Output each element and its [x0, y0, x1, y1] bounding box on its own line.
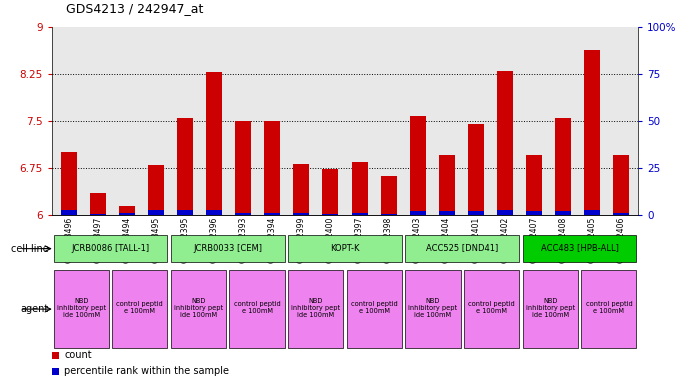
- Bar: [288, 270, 343, 348]
- Bar: [613, 156, 629, 215]
- Bar: [526, 156, 542, 215]
- Bar: [439, 211, 455, 215]
- Bar: [584, 50, 600, 215]
- Text: NBD
inhibitory pept
ide 100mM: NBD inhibitory pept ide 100mM: [174, 298, 223, 318]
- Text: NBD
inhibitory pept
ide 100mM: NBD inhibitory pept ide 100mM: [291, 298, 340, 318]
- Bar: [468, 124, 484, 215]
- Text: ACC483 [HPB-ALL]: ACC483 [HPB-ALL]: [541, 243, 618, 253]
- Bar: [555, 211, 571, 215]
- Text: cell line: cell line: [10, 243, 48, 254]
- Text: JCRB0033 [CEM]: JCRB0033 [CEM]: [193, 243, 262, 253]
- Text: control peptid
e 100mM: control peptid e 100mM: [117, 301, 163, 314]
- Bar: [347, 270, 402, 348]
- Bar: [148, 210, 164, 215]
- Bar: [526, 211, 542, 215]
- Bar: [288, 235, 402, 262]
- Text: KOPT-K: KOPT-K: [331, 243, 359, 253]
- Bar: [582, 270, 636, 348]
- Text: JCRB0086 [TALL-1]: JCRB0086 [TALL-1]: [71, 243, 150, 253]
- Bar: [230, 270, 284, 348]
- Text: control peptid
e 100mM: control peptid e 100mM: [586, 301, 632, 314]
- Text: agent: agent: [20, 304, 48, 314]
- Bar: [177, 210, 193, 215]
- Text: percentile rank within the sample: percentile rank within the sample: [64, 366, 229, 376]
- Bar: [410, 116, 426, 215]
- Bar: [293, 164, 309, 215]
- Text: NBD
inhibitory pept
ide 100mM: NBD inhibitory pept ide 100mM: [408, 298, 457, 318]
- Bar: [177, 118, 193, 215]
- Bar: [235, 212, 251, 215]
- Bar: [264, 212, 280, 215]
- Bar: [54, 235, 167, 262]
- Text: NBD
inhibitory pept
ide 100mM: NBD inhibitory pept ide 100mM: [57, 298, 106, 318]
- Bar: [381, 214, 397, 215]
- Text: control peptid
e 100mM: control peptid e 100mM: [469, 301, 515, 314]
- Bar: [523, 235, 636, 262]
- Bar: [54, 270, 108, 348]
- Text: count: count: [64, 350, 92, 360]
- Bar: [555, 118, 571, 215]
- Bar: [90, 214, 106, 215]
- Bar: [112, 270, 167, 348]
- Bar: [119, 212, 135, 215]
- Bar: [235, 121, 251, 215]
- Bar: [206, 72, 222, 215]
- Bar: [61, 152, 77, 215]
- Bar: [464, 270, 519, 348]
- Text: ACC525 [DND41]: ACC525 [DND41]: [426, 243, 498, 253]
- Bar: [406, 235, 519, 262]
- Bar: [90, 193, 106, 215]
- Bar: [61, 210, 77, 215]
- Bar: [293, 212, 309, 215]
- Bar: [351, 212, 368, 215]
- Bar: [523, 270, 578, 348]
- Bar: [406, 270, 460, 348]
- Bar: [351, 162, 368, 215]
- Bar: [148, 165, 164, 215]
- Bar: [410, 211, 426, 215]
- Text: GDS4213 / 242947_at: GDS4213 / 242947_at: [66, 2, 203, 15]
- Bar: [613, 212, 629, 215]
- Bar: [206, 210, 222, 215]
- Bar: [322, 214, 339, 215]
- Bar: [264, 121, 280, 215]
- Bar: [171, 270, 226, 348]
- Bar: [381, 175, 397, 215]
- Bar: [119, 206, 135, 215]
- Bar: [171, 235, 284, 262]
- Bar: [322, 169, 339, 215]
- Bar: [468, 211, 484, 215]
- Bar: [497, 71, 513, 215]
- Text: control peptid
e 100mM: control peptid e 100mM: [234, 301, 280, 314]
- Bar: [439, 156, 455, 215]
- Bar: [497, 210, 513, 215]
- Text: NBD
inhibitory pept
ide 100mM: NBD inhibitory pept ide 100mM: [526, 298, 575, 318]
- Bar: [584, 210, 600, 215]
- Text: control peptid
e 100mM: control peptid e 100mM: [351, 301, 397, 314]
